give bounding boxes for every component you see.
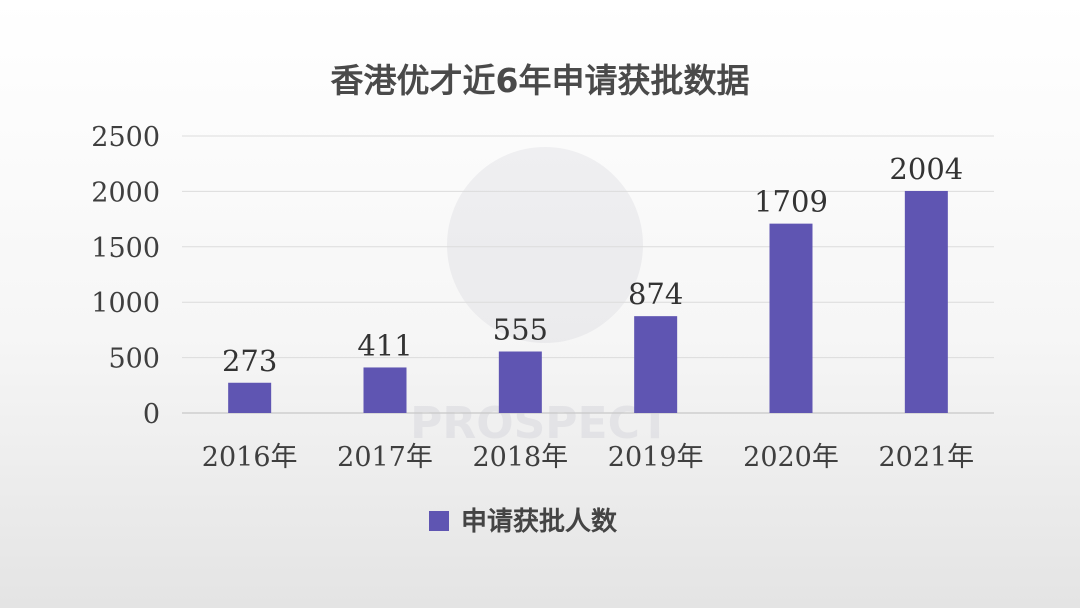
bar: [904, 190, 948, 413]
y-tick-label: 500: [108, 344, 160, 375]
x-tick-label: 2017年: [337, 442, 433, 473]
data-label: 411: [357, 328, 412, 362]
x-tick-label: 2019年: [608, 442, 704, 473]
y-tick-label: 0: [143, 399, 160, 430]
y-tick-label: 1500: [91, 233, 160, 264]
data-label: 273: [222, 344, 277, 378]
y-tick-label: 2500: [91, 122, 160, 153]
data-label: 555: [493, 313, 548, 347]
gridlines: [182, 135, 994, 414]
data-labels: 273 411 555 874 1709 2004: [222, 152, 963, 378]
x-axis-ticks: 2016年 2017年 2018年 2019年 2020年 2021年: [202, 442, 974, 473]
bar: [769, 223, 813, 413]
watermark: PROSPECT: [410, 147, 670, 449]
legend-label: 申请获批人数: [461, 507, 618, 537]
data-label: 874: [628, 277, 683, 311]
legend-swatch: [429, 511, 449, 531]
y-axis-ticks: 0 500 1000 1500 2000 2500: [91, 122, 160, 430]
bar: [363, 367, 407, 413]
bar: [634, 316, 678, 413]
data-label: 2004: [889, 152, 963, 186]
bar: [228, 382, 272, 413]
x-tick-label: 2020年: [743, 442, 839, 473]
bar: [498, 351, 542, 413]
chart-title: 香港优才近6年申请获批数据: [331, 61, 750, 100]
watermark-logo-icon: [447, 147, 643, 343]
y-tick-label: 2000: [91, 177, 160, 208]
data-label: 1709: [754, 185, 828, 219]
x-tick-label: 2021年: [878, 442, 974, 473]
x-tick-label: 2018年: [472, 442, 568, 473]
bars: [228, 190, 948, 413]
y-tick-label: 1000: [91, 288, 160, 319]
x-tick-label: 2016年: [202, 442, 298, 473]
legend: 申请获批人数: [429, 507, 618, 537]
